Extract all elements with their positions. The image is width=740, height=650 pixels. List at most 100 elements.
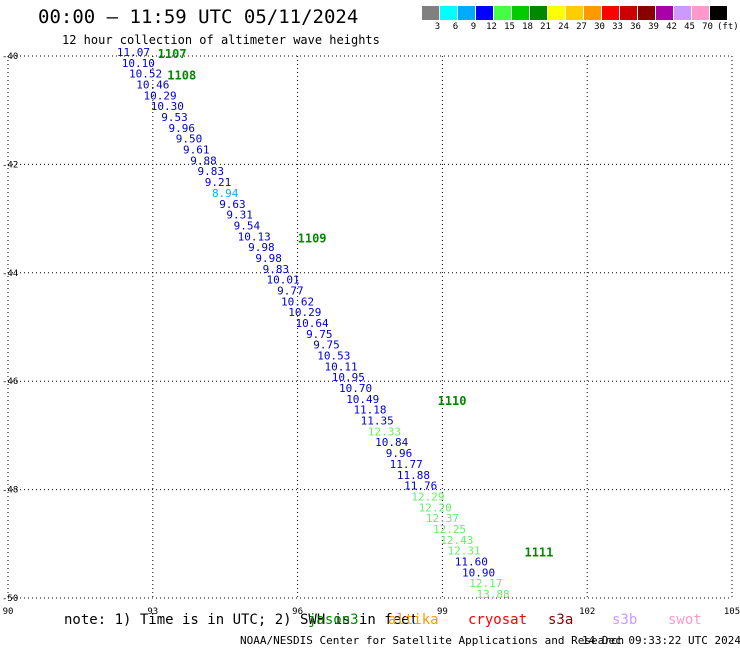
color-swatch: [458, 6, 475, 20]
color-swatch: [656, 6, 673, 20]
color-scale-label: 18: [522, 22, 533, 32]
wave-height-point: 10.13: [238, 230, 271, 243]
wave-height-point: 11.07: [117, 46, 150, 59]
x-tick-label: 105: [724, 607, 740, 617]
y-tick-label: -48: [2, 486, 18, 496]
pass-time-label: 1110: [438, 394, 467, 408]
wave-height-point: 11.76: [404, 480, 437, 493]
wave-height-point: 9.98: [255, 252, 282, 265]
wave-height-point: 10.29: [288, 306, 321, 319]
color-scale-label: 9: [470, 22, 477, 32]
wave-height-point: 9.98: [248, 241, 275, 254]
color-swatch: [548, 6, 565, 20]
color-swatch: [566, 6, 583, 20]
x-tick-label: 102: [579, 607, 595, 617]
wave-height-point: 9.50: [176, 133, 203, 146]
wave-height-point: 11.88: [397, 469, 430, 482]
color-scale-label: 3: [434, 22, 441, 32]
wave-height-point: 10.49: [346, 393, 379, 406]
wave-height-point: 9.53: [161, 111, 188, 124]
wave-height-point: 12.29: [411, 490, 444, 503]
wave-height-labels: 11.0710.1010.5210.4610.2910.309.539.969.…: [117, 46, 510, 601]
color-scale-label: 33: [612, 22, 623, 32]
y-tick-label: -50: [2, 594, 18, 604]
color-swatch: [476, 6, 493, 20]
wave-height-point: 9.96: [386, 447, 413, 460]
color-scale-label: 27: [576, 22, 587, 32]
pass-time-label: 1111: [524, 546, 553, 560]
color-scale-label: 70: [702, 22, 713, 32]
wave-height-point: 12.33: [368, 425, 401, 438]
wave-height-point: 9.63: [219, 198, 246, 211]
color-scale-label: 30: [594, 22, 605, 32]
color-swatch: [620, 6, 637, 20]
generated-timestamp: 14 Dec 09:33:22 UTC 2024: [582, 634, 740, 647]
x-axis-ticks: 90 93 96 99 102 105: [3, 607, 740, 617]
x-tick-label: 99: [437, 607, 448, 617]
color-swatch: [710, 6, 727, 20]
wave-height-point: 11.77: [390, 458, 423, 471]
pass-time-label: 1108: [167, 69, 196, 83]
color-swatch: [494, 6, 511, 20]
x-tick-label: 93: [147, 607, 158, 617]
x-tick-label: 96: [292, 607, 303, 617]
wave-height-point: 12.31: [448, 545, 481, 558]
y-axis-ticks: -40 -42 -44 -46 -48 -50: [2, 52, 18, 604]
wave-height-point: 11.18: [353, 404, 386, 417]
color-scale-label: 21: [540, 22, 551, 32]
wave-height-point: 9.54: [234, 219, 261, 232]
color-swatch: [440, 6, 457, 20]
color-swatch: [692, 6, 709, 20]
color-swatch: [584, 6, 601, 20]
color-scale-label: (ft): [717, 22, 739, 32]
color-swatch: [674, 6, 691, 20]
wave-height-point: 9.77: [277, 284, 304, 297]
y-tick-label: -40: [2, 52, 18, 62]
wave-height-point: 8.94: [212, 187, 239, 200]
pass-time-label: 1107: [158, 47, 187, 61]
color-scale-label: 42: [666, 22, 677, 32]
color-scale-label: 15: [504, 22, 515, 32]
wave-height-point: 10.11: [324, 360, 357, 373]
color-scale-label: 39: [648, 22, 659, 32]
wave-height-point: 9.88: [190, 154, 217, 167]
wave-height-point: 12.37: [426, 512, 459, 525]
wave-height-point: 10.62: [281, 295, 314, 308]
wave-height-point: 9.75: [313, 339, 340, 352]
satellite-legend-item: s3b: [612, 612, 638, 628]
wave-height-point: 12.43: [440, 534, 473, 547]
wave-height-point: 9.21: [205, 176, 232, 189]
wave-height-point: 12.20: [419, 501, 452, 514]
color-swatch: [530, 6, 547, 20]
satellite-legend-item: s3a: [548, 612, 574, 628]
satellite-legend-item: cryosat: [468, 612, 528, 628]
y-tick-label: -44: [2, 269, 18, 279]
wave-height-point: 9.75: [306, 328, 333, 341]
pass-time-labels: 1107 1108 1109 1110 1111: [158, 47, 554, 560]
pass-time-label: 1109: [298, 231, 327, 245]
color-scale-label: 36: [630, 22, 641, 32]
wave-height-point: 9.83: [197, 165, 224, 178]
wave-height-point: 10.52: [129, 68, 162, 81]
wave-height-point: 10.46: [136, 79, 169, 92]
page-subtitle: 12 hour collection of altimeter wave hei…: [62, 33, 380, 47]
color-swatch: [638, 6, 655, 20]
wave-height-point: 9.83: [263, 263, 290, 276]
wave-height-point: 10.70: [339, 382, 372, 395]
wave-height-point: 12.17: [469, 577, 502, 590]
color-scale-label: 24: [558, 22, 569, 32]
satellite-legend-item: swot: [668, 612, 702, 628]
wave-height-point: 10.90: [462, 566, 495, 579]
credit-line: NOAA/NESDIS Center for Satellite Applica…: [240, 634, 625, 647]
y-tick-label: -42: [2, 160, 18, 170]
wave-height-point: 10.84: [375, 436, 408, 449]
footer-note: note: 1) Time is in UTC; 2) SWH is in fe…: [64, 612, 419, 628]
color-scale-label: 12: [486, 22, 497, 32]
wave-height-point: 10.95: [332, 371, 365, 384]
wave-height-point: 10.29: [143, 89, 176, 102]
wave-height-point: 10.10: [122, 57, 155, 70]
wave-height-point: 11.35: [361, 415, 394, 428]
color-swatch: [422, 6, 439, 20]
color-swatch: [602, 6, 619, 20]
wave-height-point: 9.96: [169, 122, 196, 135]
